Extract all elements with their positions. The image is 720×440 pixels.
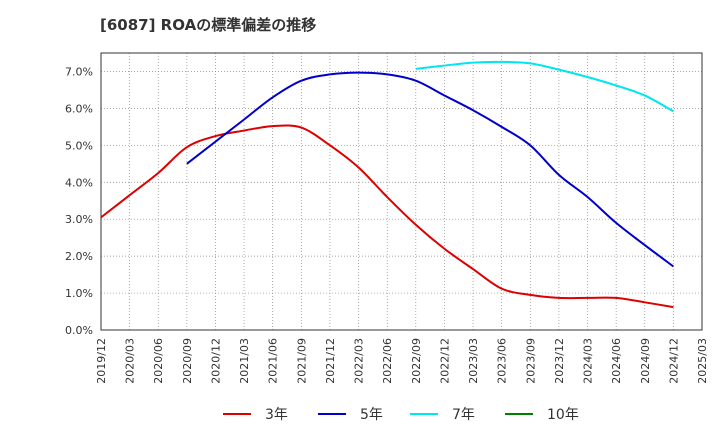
legend-label: 5年 (360, 407, 383, 423)
y-tick-label: 2.0% (65, 250, 93, 263)
series-lines (100, 60, 674, 309)
x-tick-label: 2021/09 (295, 338, 308, 384)
y-tick-label: 4.0% (65, 176, 93, 189)
x-tick-label: 2020/09 (181, 338, 194, 384)
x-tick-label: 2024/12 (667, 338, 680, 384)
grid-lines (101, 53, 702, 330)
x-tick-label: 2023/06 (496, 338, 509, 384)
y-tick-label: 0.0% (65, 324, 93, 337)
legend-label: 7年 (452, 407, 475, 423)
x-tick-label: 2023/03 (467, 338, 480, 384)
x-tick-label: 2024/03 (582, 338, 595, 384)
x-tick-label: 2021/03 (238, 338, 251, 384)
x-tick-label: 2022/12 (438, 338, 451, 384)
legend-label: 3年 (265, 407, 288, 423)
y-tick-label: 5.0% (65, 139, 93, 152)
y-tick-label: 1.0% (65, 287, 93, 300)
series-line-7年 (415, 60, 674, 113)
x-axis-ticks: 2019/12 2020/03 2020/06 2020/09 2020/12 2021/… (95, 338, 709, 384)
legend: 3年 5年 7年 10年 (223, 407, 579, 423)
x-tick-label: 2024/09 (639, 338, 652, 384)
y-tick-label: 7.0% (65, 65, 93, 78)
x-tick-label: 2025/03 (696, 338, 709, 384)
x-tick-label: 2019/12 (95, 338, 108, 384)
x-tick-label: 2021/06 (267, 338, 280, 384)
y-tick-label: 6.0% (65, 102, 93, 115)
x-tick-label: 2022/06 (381, 338, 394, 384)
x-tick-label: 2021/12 (324, 338, 337, 384)
legend-label: 10年 (547, 407, 579, 423)
series-line-3年 (100, 124, 674, 309)
x-tick-label: 2020/03 (124, 338, 137, 384)
x-tick-label: 2022/09 (410, 338, 423, 384)
y-axis-ticks: 0.0% 1.0% 2.0% 3.0% 4.0% 5.0% 6.0% 7.0% (65, 65, 93, 337)
x-tick-label: 2022/03 (353, 338, 366, 384)
x-tick-label: 2023/12 (553, 338, 566, 384)
x-tick-label: 2020/12 (209, 338, 222, 384)
plot-area-frame (100, 52, 703, 331)
chart-title: [6087] ROAの標準偏差の推移 (100, 16, 317, 34)
y-tick-label: 3.0% (65, 213, 93, 226)
x-tick-label: 2020/06 (152, 338, 165, 384)
x-tick-label: 2024/06 (610, 338, 623, 384)
series-line-5年 (186, 71, 674, 268)
x-tick-label: 2023/09 (524, 338, 537, 384)
